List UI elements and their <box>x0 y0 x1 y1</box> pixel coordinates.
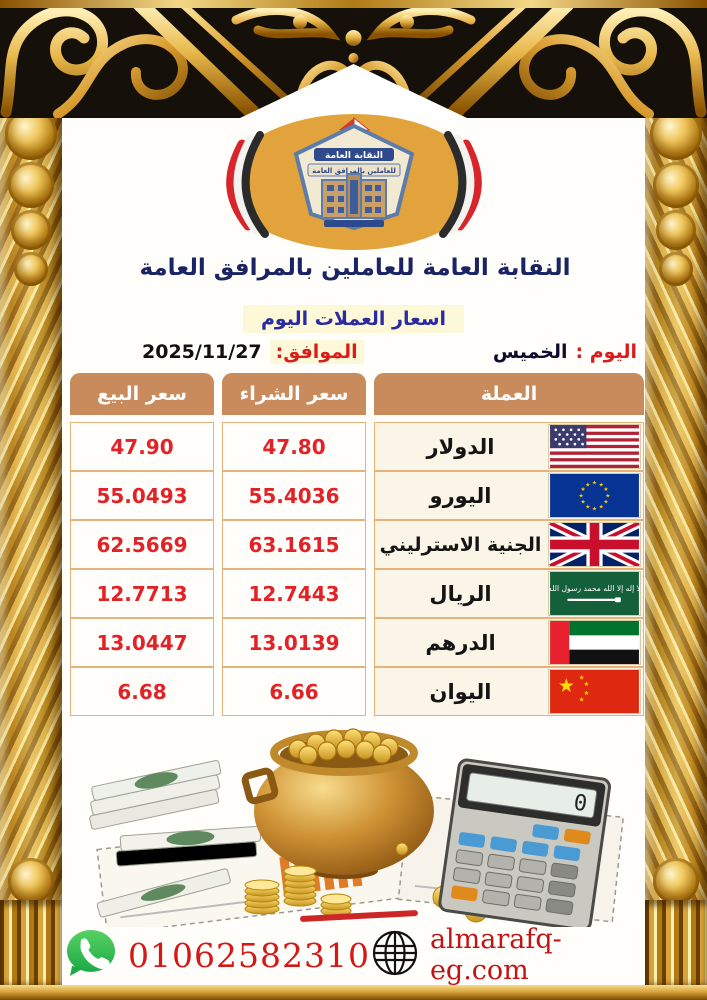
website-url: almarafq-eg.com <box>429 924 562 986</box>
date-line: اليوم : الخميس الموافق: 2025/11/27 <box>70 336 637 368</box>
sell-price: 6.68 <box>70 667 214 716</box>
dollar-stacks <box>89 760 262 918</box>
red-pen <box>300 910 418 922</box>
day-value: الخميس <box>492 341 568 363</box>
svg-text:★: ★ <box>579 697 585 704</box>
sell-price: 47.90 <box>70 422 214 471</box>
egypt-ribbon-right <box>439 131 482 238</box>
table-row-currency: ★ ★ ★ ★ ★ ★ ★ ★ ★ ★ ★ ★ اليورو <box>374 471 644 520</box>
gold-column-left <box>0 100 62 988</box>
egypt-ribbon-left <box>226 131 269 238</box>
currency-name: الدرهم <box>425 630 496 655</box>
currency-name: اليوان <box>429 679 492 704</box>
day-label: اليوم : <box>575 341 637 363</box>
day-group: اليوم : الخميس <box>493 341 637 363</box>
buy-price: 47.80 <box>222 422 366 471</box>
china-flag-icon: ★ ★ ★ ★ ★ <box>548 669 641 714</box>
phone-number: 01062582310 <box>128 935 370 975</box>
svg-text:★: ★ <box>579 492 584 499</box>
money-illustration: 0 <box>72 711 635 935</box>
footer: 01062582310 almarafq-eg.com <box>62 924 645 986</box>
date-value: 2025/11/27 <box>142 341 262 363</box>
svg-text:★: ★ <box>580 499 585 506</box>
pot-handle <box>241 767 279 805</box>
header-sell-price: سعر البيع <box>70 373 214 415</box>
buy-price: 13.0139 <box>222 618 366 667</box>
svg-text:★: ★ <box>599 481 604 488</box>
phone-contact: 01062582310 <box>64 926 370 984</box>
sell-price: 12.7713 <box>70 569 214 618</box>
svg-text:★: ★ <box>584 681 590 688</box>
logo-text-2: للعاملين بالمرافق العامة <box>312 167 396 175</box>
buy-price: 6.66 <box>222 667 366 716</box>
svg-text:★: ★ <box>605 492 610 499</box>
currency-name: الجنية الاسترليني <box>379 533 542 556</box>
svg-text:★: ★ <box>603 499 608 506</box>
svg-text:★: ★ <box>599 503 604 510</box>
svg-text:★: ★ <box>585 481 590 488</box>
date-label: الموافق: <box>269 340 364 364</box>
union-emblem: النقابة العامة للعاملين بالمرافق العامة <box>293 116 415 231</box>
subtitle: اسعار العملات اليوم <box>242 305 465 333</box>
sell-price: 55.0493 <box>70 471 214 520</box>
page-title: النقابة العامة للعاملين بالمرافق العامة <box>139 255 571 281</box>
svg-text:★: ★ <box>592 505 597 512</box>
logo-text-1: النقابة العامة <box>325 151 383 161</box>
buy-price: 12.7443 <box>222 569 366 618</box>
buy-price: 63.1615 <box>222 520 366 569</box>
buy-price: 55.4036 <box>222 471 366 520</box>
website-contact: almarafq-eg.com <box>370 924 643 986</box>
header-buy-price: سعر الشراء <box>222 373 366 415</box>
union-logo: النقابة العامة للعاملين بالمرافق العامة <box>226 112 482 252</box>
rates-table: العملة سعر الشراء سعر البيع الدولار 47.8… <box>70 373 644 716</box>
whatsapp-icon <box>64 926 118 984</box>
svg-text:★: ★ <box>584 690 590 697</box>
sell-price: 62.5669 <box>70 520 214 569</box>
svg-text:★: ★ <box>592 480 597 487</box>
date-group: الموافق: 2025/11/27 <box>142 340 364 364</box>
table-row-currency: الجنية الاسترليني <box>374 520 644 569</box>
currency-name: الريال <box>429 581 492 606</box>
sell-price: 13.0447 <box>70 618 214 667</box>
baroque-frame-top <box>0 0 707 118</box>
eu-flag-icon: ★ ★ ★ ★ ★ ★ ★ ★ ★ ★ ★ ★ <box>548 473 641 518</box>
svg-text:★: ★ <box>579 675 585 682</box>
frame-bottom-bar <box>0 985 707 1000</box>
table-row-currency: الدولار <box>374 422 644 471</box>
svg-text:★: ★ <box>580 486 585 493</box>
uk-flag-icon <box>548 522 641 567</box>
currency-name: اليورو <box>429 483 492 508</box>
pot-coins <box>288 728 399 765</box>
header-currency: العملة <box>374 373 644 415</box>
uae-flag-icon <box>548 620 641 665</box>
table-row-currency: لا إله إلا الله محمد رسول الله الريال <box>374 569 644 618</box>
table-row-currency: الدرهم <box>374 618 644 667</box>
calculator: 0 <box>438 758 611 932</box>
usa-flag-icon <box>548 424 641 469</box>
svg-text:★: ★ <box>558 674 575 697</box>
saudi-arabia-flag-icon: لا إله إلا الله محمد رسول الله <box>548 571 641 616</box>
gold-column-right <box>645 100 707 988</box>
calculator-display: 0 <box>572 790 589 817</box>
globe-icon <box>370 928 420 982</box>
table-row-currency: ★ ★ ★ ★ ★ اليوان <box>374 667 644 716</box>
svg-text:★: ★ <box>603 486 608 493</box>
shahada-text: لا إله إلا الله محمد رسول الله <box>548 584 641 593</box>
currency-name: الدولار <box>426 434 495 459</box>
gold-pot <box>241 728 434 879</box>
svg-text:★: ★ <box>585 503 590 510</box>
